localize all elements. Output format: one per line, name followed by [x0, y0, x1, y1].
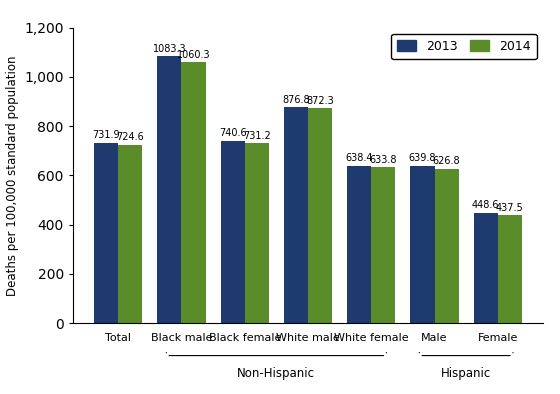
- Text: 638.4: 638.4: [346, 153, 373, 164]
- Text: Non-Hispanic: Non-Hispanic: [237, 367, 315, 380]
- Legend: 2013, 2014: 2013, 2014: [391, 34, 537, 59]
- Bar: [94, 143, 118, 323]
- Bar: [157, 56, 181, 323]
- Text: 872.3: 872.3: [306, 96, 334, 106]
- Bar: [245, 143, 269, 323]
- Bar: [181, 62, 206, 323]
- Text: 626.8: 626.8: [433, 156, 460, 166]
- Bar: [347, 166, 371, 323]
- Text: 1083.3: 1083.3: [153, 44, 186, 54]
- Text: 724.6: 724.6: [116, 132, 144, 142]
- Bar: [118, 145, 142, 323]
- Bar: [474, 213, 498, 323]
- Text: 448.6: 448.6: [472, 200, 500, 210]
- Text: 633.8: 633.8: [370, 154, 397, 165]
- Bar: [435, 169, 459, 323]
- Bar: [284, 107, 308, 323]
- Y-axis label: Deaths per 100,000 standard population: Deaths per 100,000 standard population: [6, 55, 18, 296]
- Text: 740.6: 740.6: [219, 128, 246, 138]
- Bar: [221, 141, 245, 323]
- Text: 437.5: 437.5: [496, 203, 524, 213]
- Text: 731.2: 731.2: [243, 130, 270, 141]
- Text: 876.8: 876.8: [282, 95, 310, 105]
- Bar: [371, 167, 395, 323]
- Text: Hispanic: Hispanic: [441, 367, 491, 380]
- Text: 639.8: 639.8: [409, 153, 436, 163]
- Bar: [308, 108, 332, 323]
- Text: 1060.3: 1060.3: [177, 50, 211, 59]
- Text: 731.9: 731.9: [92, 130, 120, 140]
- Bar: [410, 165, 435, 323]
- Bar: [498, 216, 522, 323]
